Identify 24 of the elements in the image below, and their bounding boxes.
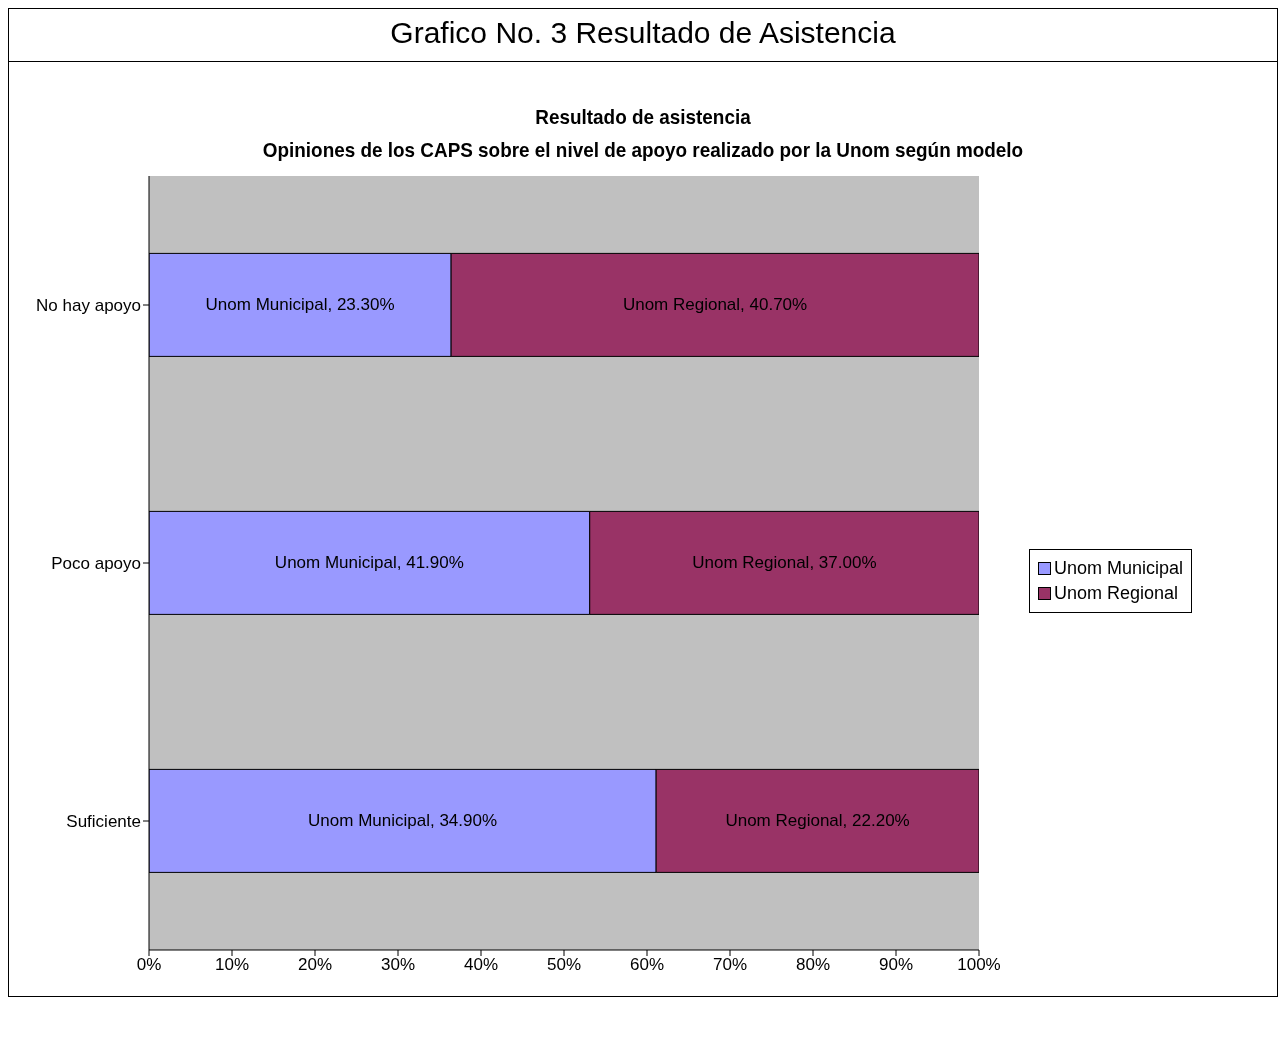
annotation: Unom Regional, 22.20% [725, 811, 910, 831]
legend-label: Unom Regional [1054, 583, 1179, 604]
y-tick-label: Suficiente [66, 812, 141, 832]
chart-subtitle: Resultado de asistencia Opiniones de los CAPS sobre el nivel de apoyo realizado por la Unom según modelo [261, 104, 1025, 163]
x-tick-label: 20% [297, 955, 333, 975]
x-tick-label: 60% [629, 955, 665, 975]
annotation: Unom Municipal, 34.90% [308, 811, 498, 831]
chart-title: Grafico No. 3 Resultado de Asistencia [9, 9, 1277, 62]
x-tick-label: 80% [795, 955, 831, 975]
annotation: Unom Regional, 37.00% [692, 553, 877, 573]
x-tick-label: 50% [546, 955, 582, 975]
y-tick-label: No hay apoyo [36, 296, 141, 316]
annotation: Unom Regional, 40.70% [622, 295, 808, 315]
y-tick-label: Poco apoyo [51, 554, 141, 574]
x-tick-label: 0% [136, 955, 162, 975]
x-tick-label: 30% [380, 955, 416, 975]
x-tick-label: 40% [463, 955, 499, 975]
x-tick-label: 100% [957, 955, 1001, 975]
legend-label: Unom Municipal [1054, 558, 1184, 579]
annotation: Unom Municipal, 23.30% [205, 295, 395, 315]
x-tick-label: 10% [214, 955, 250, 975]
x-tick-label: 70% [712, 955, 748, 975]
annotation: Unom Municipal, 41.90% [274, 553, 464, 573]
x-tick-label: 90% [878, 955, 914, 975]
